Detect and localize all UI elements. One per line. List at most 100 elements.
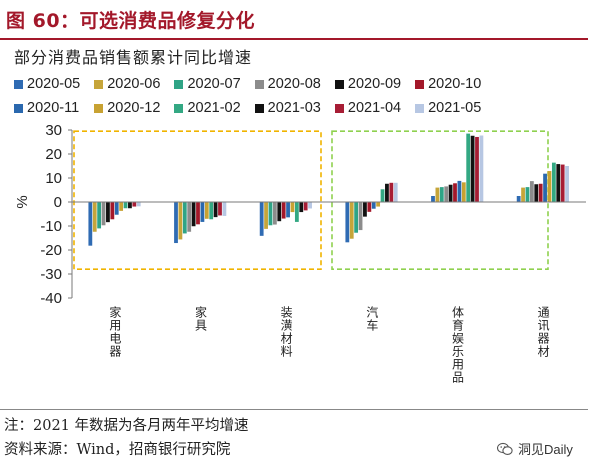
highlight-box-1 xyxy=(73,130,322,270)
bar-汽车-2020-07 xyxy=(354,202,359,233)
legend-label: 2020-06 xyxy=(107,76,161,92)
legend-item-2020-08: 2020-08 xyxy=(254,76,321,92)
bar-装潢材料-2020-09 xyxy=(277,202,282,222)
bar-家用电器-2021-03 xyxy=(128,202,132,209)
bar-家具-2021-02 xyxy=(209,202,214,220)
bar-装潢材料-2020-12 xyxy=(290,202,295,213)
bar-汽车-2020-12 xyxy=(376,202,381,207)
bar-家用电器-2021-05 xyxy=(136,202,141,207)
legend-swatch xyxy=(254,103,264,113)
x-category-label: 通讯器材 xyxy=(536,306,550,358)
legend-label: 2020-10 xyxy=(428,76,482,92)
legend-label: 2020-09 xyxy=(347,76,402,92)
chart-subtitle: 部分消费品销售额累计同比增速 xyxy=(14,48,253,67)
legend-swatch xyxy=(174,79,184,89)
y-tick-label: -30 xyxy=(40,266,62,283)
bar-装潢材料-2020-10 xyxy=(281,202,286,219)
bar-家用电器-2020-08 xyxy=(101,202,106,226)
bar-装潢材料-2020-07 xyxy=(268,202,273,226)
legend-swatch xyxy=(254,79,264,89)
bar-装潢材料-2020-06 xyxy=(264,202,268,229)
figure-title: 图 60：可选消费品修复分化 xyxy=(6,10,256,32)
bar-体育娱乐用品-2020-08 xyxy=(444,186,449,202)
bar-家用电器-2020-06 xyxy=(92,202,97,232)
bar-汽车-2020-08 xyxy=(358,202,363,231)
legend-swatch xyxy=(14,79,23,89)
legend-label: 2021-03 xyxy=(267,100,321,116)
bar-汽车-2020-09 xyxy=(363,202,367,217)
bar-装潢材料-2020-08 xyxy=(272,202,277,225)
bar-通讯器材-2020-07 xyxy=(525,187,530,202)
watermark-text: 洞见Daily xyxy=(518,442,573,457)
legend-swatch xyxy=(334,79,344,89)
legend-item-2020-12: 2020-12 xyxy=(94,100,160,116)
x-category-label: 家用电器 xyxy=(108,305,122,358)
bar-家用电器-2020-11 xyxy=(114,202,119,215)
bar-通讯器材-2021-02 xyxy=(551,162,556,202)
bar-汽车-2021-03 xyxy=(385,183,389,202)
bar-体育娱乐用品-2021-05 xyxy=(479,135,484,202)
legend-swatch xyxy=(415,103,425,113)
legend-item-2021-04: 2021-04 xyxy=(334,100,402,116)
bar-家用电器-2020-10 xyxy=(110,202,115,220)
bar-体育娱乐用品-2020-06 xyxy=(435,187,440,202)
legend-label: 2021-04 xyxy=(347,100,402,116)
bar-通讯器材-2021-05 xyxy=(565,166,569,202)
y-tick-label: -40 xyxy=(40,290,62,307)
legend-swatch xyxy=(14,103,23,113)
bar-通讯器材-2020-05 xyxy=(516,196,521,202)
legend-swatch xyxy=(174,103,184,113)
bar-汽车-2020-11 xyxy=(371,202,376,209)
bar-通讯器材-2020-11 xyxy=(543,173,547,202)
y-tick-label: 30 xyxy=(45,122,62,139)
x-category-label: 汽车 xyxy=(365,305,379,332)
bar-通讯器材-2020-09 xyxy=(534,184,539,202)
bar-通讯器材-2020-08 xyxy=(529,181,534,202)
legend-item-2020-11: 2020-11 xyxy=(14,100,80,116)
bar-装潢材料-2020-05 xyxy=(259,202,264,236)
y-tick-label: -20 xyxy=(40,242,62,259)
legend-swatch xyxy=(415,79,425,89)
legend-label: 2020-11 xyxy=(27,100,80,116)
bar-家用电器-2020-12 xyxy=(119,202,124,211)
legend-label: 2020-07 xyxy=(187,76,241,92)
bar-体育娱乐用品-2021-03 xyxy=(470,135,475,202)
bar-通讯器材-2020-06 xyxy=(521,187,525,202)
watermark: 洞见Daily xyxy=(497,439,573,458)
bar-家具-2020-11 xyxy=(200,202,205,222)
bar-家用电器-2020-09 xyxy=(106,202,110,223)
y-axis-label: % xyxy=(14,195,31,208)
bar-装潢材料-2020-11 xyxy=(286,202,290,218)
legend-swatch xyxy=(334,103,344,113)
bar-通讯器材-2020-12 xyxy=(547,171,552,202)
bar-装潢材料-2021-04 xyxy=(303,202,308,211)
bar-家具-2020-09 xyxy=(191,202,196,227)
bar-家具-2021-05 xyxy=(222,202,227,216)
bar-汽车-2021-02 xyxy=(380,189,385,202)
legend-item-2020-05: 2020-05 xyxy=(14,76,80,92)
legend-swatch xyxy=(94,103,104,113)
bar-家具-2020-08 xyxy=(187,202,192,232)
bar-体育娱乐用品-2020-11 xyxy=(457,180,462,202)
bar-家用电器-2021-04 xyxy=(132,202,137,207)
x-category-label: 装潢材料 xyxy=(279,306,293,358)
bar-家具-2021-04 xyxy=(218,202,222,216)
y-tick-label: 10 xyxy=(45,170,62,187)
bar-汽车-2020-06 xyxy=(349,202,354,239)
footer-rule xyxy=(0,409,588,410)
bar-体育娱乐用品-2020-07 xyxy=(439,187,444,202)
legend-swatch xyxy=(94,79,104,89)
bar-体育娱乐用品-2020-12 xyxy=(461,182,466,202)
bar-体育娱乐用品-2021-02 xyxy=(466,133,471,202)
bar-家具-2020-07 xyxy=(182,202,187,234)
bar-体育娱乐用品-2021-04 xyxy=(475,136,479,202)
bar-汽车-2021-05 xyxy=(393,182,398,202)
bar-家具-2020-06 xyxy=(178,202,183,240)
legend-item-2020-09: 2020-09 xyxy=(334,76,402,92)
x-category-label: 体育娱乐用品 xyxy=(451,306,465,384)
bar-家具-2020-12 xyxy=(204,202,209,219)
bar-通讯器材-2020-10 xyxy=(538,183,543,202)
bar-体育娱乐用品-2020-05 xyxy=(431,196,435,202)
bar-家具-2020-10 xyxy=(196,202,200,225)
